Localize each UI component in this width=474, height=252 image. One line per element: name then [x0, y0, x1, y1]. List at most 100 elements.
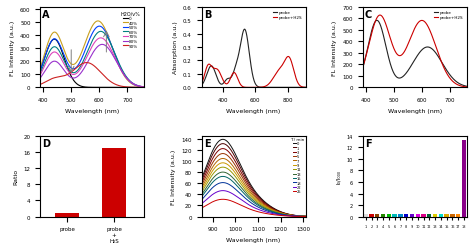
probe — [423, 46, 429, 49]
15 — [289, 214, 294, 217]
1 — [273, 208, 279, 211]
Bar — [392, 214, 397, 217]
probe+H2S — [248, 86, 254, 89]
probe+H2S — [216, 71, 222, 74]
probe — [420, 48, 426, 51]
probe — [255, 86, 261, 89]
40% — [142, 86, 147, 89]
13 — [210, 177, 216, 180]
0 — [52, 39, 57, 42]
0 — [127, 86, 133, 89]
probe — [216, 81, 222, 84]
40% — [104, 32, 109, 35]
Bar — [398, 214, 402, 217]
Bar — [421, 214, 426, 217]
50% — [44, 51, 49, 54]
Text: B: B — [204, 10, 211, 20]
Line: 25: 25 — [201, 200, 306, 217]
40% — [101, 25, 107, 28]
80% — [99, 44, 105, 47]
Text: F: F — [365, 139, 372, 149]
Line: 11: 11 — [201, 168, 306, 216]
15 — [273, 211, 279, 214]
Legend: 0, 40%, 50%, 60%, 70%, 80%, 90%: 0, 40%, 50%, 60%, 70%, 80%, 90% — [119, 10, 142, 50]
probe — [303, 86, 309, 89]
5 — [226, 155, 232, 159]
Bar — [433, 214, 437, 217]
3 — [273, 209, 279, 212]
Bar — [456, 214, 460, 217]
probe — [366, 40, 372, 43]
5 — [277, 211, 283, 214]
90% — [37, 84, 43, 87]
80% — [98, 44, 103, 47]
9 — [199, 189, 204, 192]
0 — [226, 142, 232, 145]
Line: 1: 1 — [201, 144, 306, 216]
9 — [303, 215, 309, 218]
Line: 60%: 60% — [40, 32, 145, 87]
25 — [199, 207, 204, 210]
22 — [277, 213, 283, 216]
probe+H2S — [244, 86, 249, 89]
11 — [243, 190, 249, 193]
Text: D: D — [42, 139, 50, 149]
Bar — [369, 214, 374, 217]
probe+H2S — [303, 86, 309, 89]
probe+H2S — [439, 62, 445, 65]
Line: 7: 7 — [201, 159, 306, 216]
60% — [98, 31, 103, 34]
50% — [101, 28, 107, 31]
13 — [226, 173, 232, 176]
7 — [226, 160, 232, 163]
Bar — [416, 214, 420, 217]
13 — [220, 171, 226, 174]
11 — [289, 214, 294, 217]
Line: probe: probe — [363, 21, 467, 87]
1 — [226, 146, 232, 149]
Line: 3: 3 — [201, 149, 306, 216]
9 — [226, 164, 232, 167]
80% — [127, 80, 133, 83]
90% — [142, 86, 147, 89]
18 — [277, 213, 283, 216]
Bar — [439, 214, 443, 217]
60% — [127, 80, 133, 83]
Line: 22: 22 — [201, 191, 306, 217]
9 — [243, 187, 249, 190]
probe — [450, 77, 456, 80]
5 — [303, 215, 309, 218]
7 — [303, 215, 309, 218]
probe+H2S — [450, 80, 456, 83]
probe+H2S — [254, 86, 259, 89]
40% — [117, 66, 122, 69]
Bar — [450, 214, 455, 217]
50% — [98, 26, 104, 29]
15 — [277, 212, 283, 215]
13 — [289, 214, 294, 217]
Bar — [462, 141, 466, 217]
70% — [37, 74, 43, 77]
X-axis label: Wavelength (nm): Wavelength (nm) — [227, 108, 281, 113]
9 — [277, 212, 283, 215]
80% — [101, 44, 107, 47]
probe+H2S — [423, 23, 429, 26]
13 — [303, 215, 309, 218]
15 — [220, 175, 226, 178]
13 — [243, 192, 249, 195]
25 — [289, 215, 294, 218]
0 — [210, 149, 216, 152]
70% — [44, 61, 49, 64]
probe — [439, 62, 445, 65]
18 — [226, 183, 232, 186]
Bar — [375, 214, 380, 217]
90% — [101, 75, 107, 78]
5 — [220, 152, 226, 155]
0 — [243, 175, 249, 178]
70% — [98, 37, 103, 40]
Line: 9: 9 — [201, 163, 306, 216]
70% — [127, 81, 133, 84]
Line: 5: 5 — [201, 154, 306, 216]
40% — [37, 67, 43, 70]
X-axis label: Wavelength (nm): Wavelength (nm) — [65, 108, 119, 113]
